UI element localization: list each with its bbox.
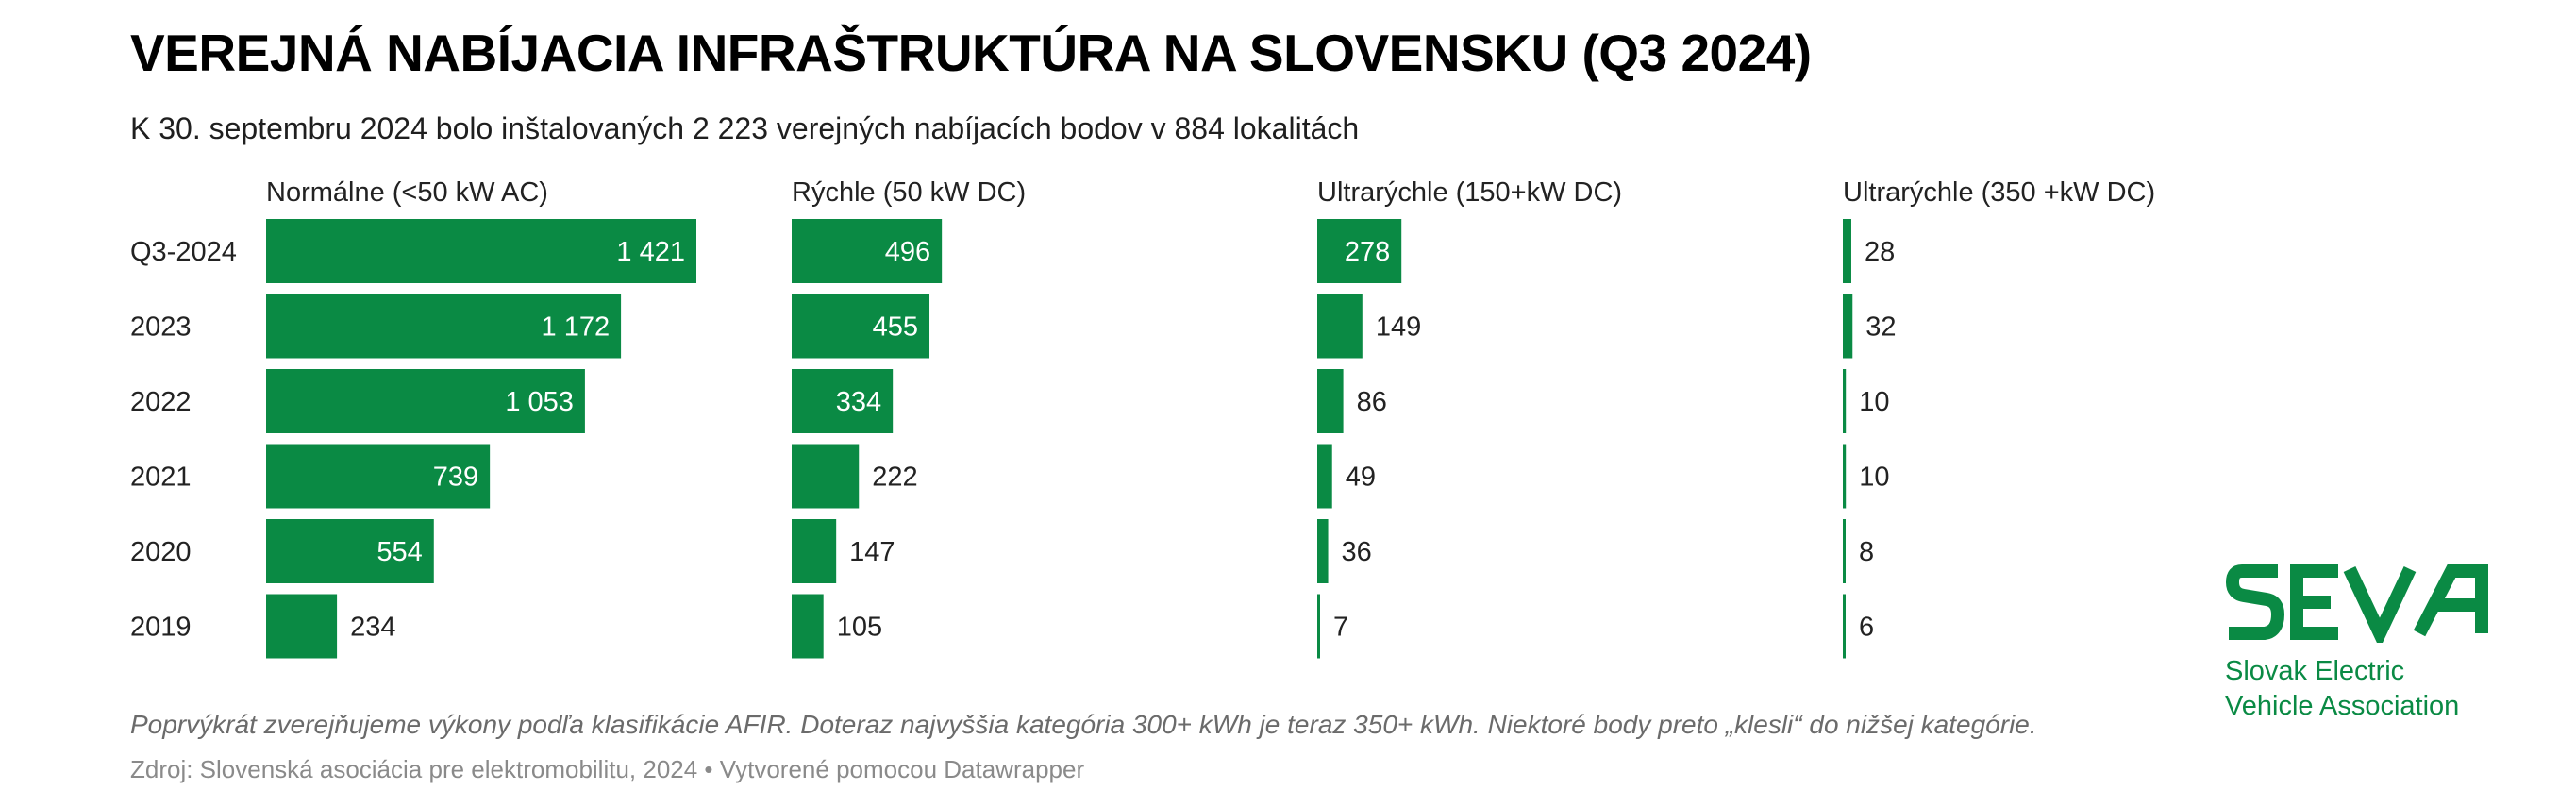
value-label-1-3: 222 [872,462,917,493]
value-label-2-0: 278 [1345,237,1390,267]
bar-2-2 [1317,369,1344,433]
bar-1-1 [792,294,930,359]
chart-title: VEREJNÁ NABÍJACIA INFRAŠTRUKTÚRA NA SLOV… [130,24,1812,82]
bar-0-2 [266,369,585,433]
category-label-0: Q3-2024 [130,237,237,267]
bar-1-0 [792,219,943,283]
bar-0-5 [266,594,338,659]
value-label-1-0: 496 [885,237,930,267]
bar-1-5 [792,594,824,659]
value-label-1-4: 147 [849,537,895,567]
bar-0-3 [266,444,491,509]
chart-source: Zdroj: Slovenská asociácia pre elektromo… [130,755,1085,783]
value-label-2-4: 36 [1342,537,1372,567]
category-label-3: 2021 [130,462,192,493]
bar-0-0 [266,219,696,283]
value-label-3-1: 32 [1865,312,1896,343]
value-label-0-3: 739 [433,462,478,493]
bar-3-4 [1843,519,1846,583]
value-label-2-2: 86 [1357,387,1387,417]
bar-2-3 [1317,444,1332,509]
category-label-2: 2022 [130,387,192,417]
seva-logo [2225,564,2488,643]
logo-wordmark: Slovak Electric Vehicle Association [2225,654,2459,724]
bar-0-4 [266,519,434,583]
bar-3-1 [1843,294,1853,359]
series-title-3: Ultrarýchle (350 +kW DC) [1843,177,2155,208]
chart-subtitle: K 30. septembru 2024 bolo inštalovaných … [130,111,1360,145]
bar-0-1 [266,294,622,359]
bar-3-3 [1843,444,1847,509]
value-label-1-2: 334 [836,387,881,417]
value-label-1-1: 455 [873,312,918,343]
value-label-2-5: 7 [1333,613,1348,643]
series-title-2: Ultrarýchle (150+kW DC) [1317,177,1622,208]
value-label-0-5: 234 [350,613,395,643]
value-label-0-4: 554 [376,537,422,567]
logo-text-line1: Slovak Electric [2225,656,2405,686]
value-label-3-0: 28 [1865,237,1895,267]
logo-text-line2: Vehicle Association [2225,691,2460,721]
series-title-1: Rýchle (50 kW DC) [792,177,1026,208]
category-label-1: 2023 [130,312,192,343]
series-title-0: Normálne (<50 kW AC) [266,177,548,208]
category-label-5: 2019 [130,613,192,643]
bar-1-4 [792,519,837,583]
bar-1-2 [792,369,894,433]
value-label-3-4: 8 [1859,537,1874,567]
bar-1-3 [792,444,860,509]
bar-3-5 [1843,594,1846,659]
small-multiples-bar-chart: Q3-2024 2023 2022 2021 2020 2019 Normálne (<50… [130,177,2155,659]
value-label-2-1: 149 [1376,312,1421,343]
value-label-0-0: 1 421 [616,237,685,267]
bar-2-1 [1317,294,1363,359]
category-label-4: 2020 [130,537,192,567]
value-label-0-1: 1 172 [542,312,611,343]
bar-2-4 [1317,519,1329,583]
value-label-3-2: 10 [1859,387,1889,417]
value-label-3-3: 10 [1859,462,1889,493]
chart-note: Poprvýkrát zverejňujeme výkony podľa kla… [130,710,2037,739]
bar-2-5 [1317,594,1320,659]
value-label-0-2: 1 053 [505,387,574,417]
value-label-1-5: 105 [837,613,882,643]
value-label-3-5: 6 [1859,613,1874,643]
value-label-2-3: 49 [1346,462,1376,493]
bar-3-0 [1843,219,1851,283]
bar-3-2 [1843,369,1847,433]
bar-2-0 [1317,219,1402,283]
